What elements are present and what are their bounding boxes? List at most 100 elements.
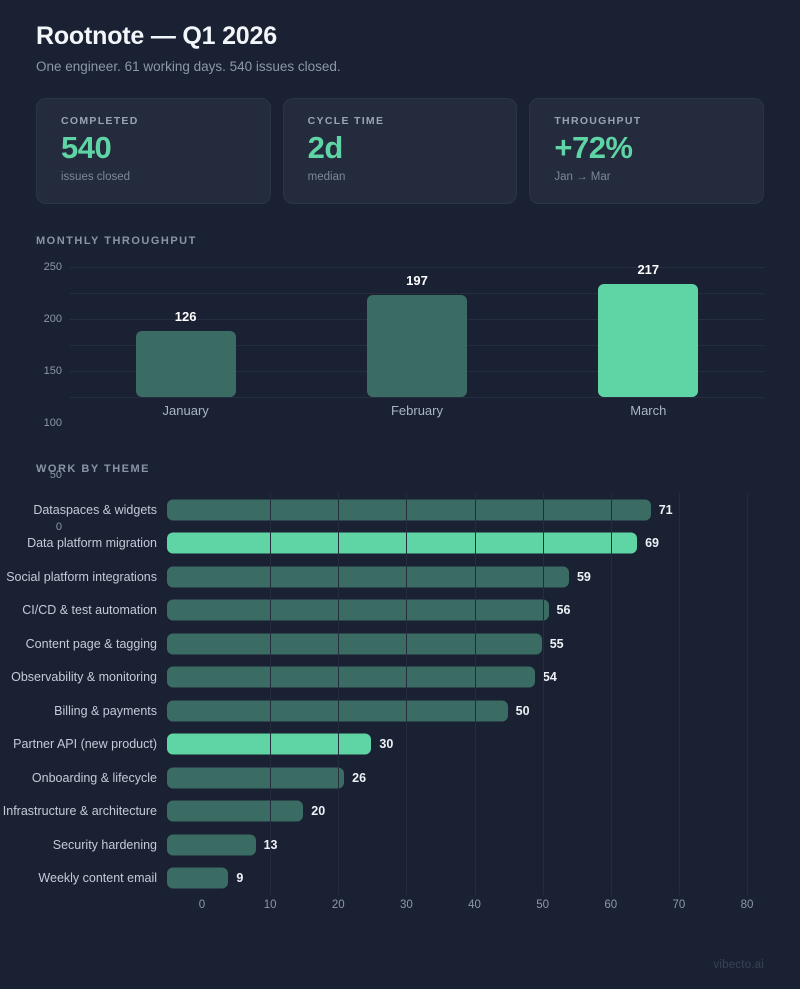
gridline xyxy=(406,493,408,895)
bar[interactable]: 217 xyxy=(598,262,699,397)
bar-column[interactable]: 197 xyxy=(301,267,532,397)
gridline xyxy=(270,493,272,895)
theme-row[interactable]: CI/CD & test automation 56 xyxy=(22,594,764,628)
monthly-plot-area: 0 50 100 150 200 250 126 197 217 xyxy=(44,261,764,533)
bar-track: 56 xyxy=(167,594,764,628)
y-axis-tick: 150 xyxy=(43,365,62,377)
gridline: 200 xyxy=(44,293,764,325)
bar-track: 50 xyxy=(167,694,764,728)
bar-value-label: 197 xyxy=(406,272,428,288)
stat-card-label: CYCLE TIME xyxy=(307,115,385,127)
theme-row[interactable]: Social platform integrations 59 xyxy=(6,560,764,594)
bar-track: 55 xyxy=(167,627,764,661)
bar-value-label: 50 xyxy=(515,703,530,718)
theme-row[interactable]: Weekly content email 9 xyxy=(36,862,764,896)
bar-value-label: 126 xyxy=(174,309,197,325)
theme-label: Security hardening xyxy=(52,837,157,852)
bar[interactable] xyxy=(167,499,651,521)
theme-label: Data platform migration xyxy=(27,536,157,551)
theme-label: Infrastructure & architecture xyxy=(2,804,157,819)
stat-card: COMPLETED 540 issues closed xyxy=(36,98,271,204)
bar-value-label: 30 xyxy=(379,737,394,752)
y-axis-tick: 50 xyxy=(49,469,62,481)
theme-label: Billing & payments xyxy=(54,703,157,718)
monthly-bars: 126 197 217 xyxy=(70,262,764,397)
bar-track: 20 xyxy=(167,795,764,829)
bar-value-label: 26 xyxy=(352,770,367,785)
gridline xyxy=(747,493,748,895)
y-axis-tick: 200 xyxy=(43,313,62,325)
bar[interactable] xyxy=(167,733,372,755)
theme-label: Observability & monitoring xyxy=(11,670,157,685)
bar[interactable]: 126 xyxy=(135,309,236,397)
bar-column[interactable]: 126 xyxy=(70,267,301,397)
theme-label: Social platform integrations xyxy=(6,569,157,584)
theme-row[interactable]: Infrastructure & architecture 20 xyxy=(3,795,764,829)
gridline xyxy=(542,493,544,895)
bar[interactable] xyxy=(167,834,256,856)
theme-label: Onboarding & lifecycle xyxy=(31,770,157,785)
x-axis-tick: 30 xyxy=(399,899,413,911)
y-axis-tick: 0 xyxy=(55,521,62,533)
stat-card: THROUGHPUT +72% Jan → Mar xyxy=(529,98,765,204)
x-axis-category-label: February xyxy=(390,403,443,418)
bar-track: 13 xyxy=(167,828,764,862)
gridline xyxy=(338,493,340,895)
bar-value-label: 9 xyxy=(236,871,244,886)
gridline xyxy=(474,493,476,895)
bar[interactable]: 197 xyxy=(366,273,467,397)
bar-value-label: 59 xyxy=(576,569,591,584)
stat-card-sublabel: median xyxy=(307,170,346,183)
bar-track: 71 xyxy=(167,493,764,527)
theme-rows: Dataspaces & widgets 71 Data platform migr… xyxy=(3,493,764,896)
bar-value-label: 54 xyxy=(542,670,557,685)
stat-card-value: +72% xyxy=(554,130,633,165)
bar-value-label: 69 xyxy=(645,536,659,551)
work-by-theme-chart: Dataspaces & widgets 71 Data platform migr… xyxy=(3,493,764,913)
x-axis-tick: 60 xyxy=(604,899,618,911)
bar[interactable] xyxy=(167,566,569,588)
theme-row[interactable]: Partner API (new product) 30 xyxy=(13,728,764,762)
x-axis-category-label: January xyxy=(162,403,209,418)
theme-row[interactable]: Dataspaces & widgets 71 xyxy=(33,493,764,527)
bar[interactable] xyxy=(167,532,638,554)
page-subtitle: One engineer. 61 working days. 540 issue… xyxy=(36,59,341,74)
theme-label: CI/CD & test automation xyxy=(22,603,157,618)
bar-column[interactable]: 217 xyxy=(533,262,764,397)
bar[interactable] xyxy=(167,700,508,722)
theme-label: Dataspaces & widgets xyxy=(33,502,157,517)
theme-row[interactable]: Observability & monitoring 54 xyxy=(11,661,764,695)
bar-track: 30 xyxy=(167,728,764,762)
bar-track: 54 xyxy=(167,661,764,695)
stat-card-row: COMPLETED 540 issues closed CYCLE TIME 2d med… xyxy=(36,98,765,204)
bar-value-label: 71 xyxy=(658,502,673,517)
bar-value-label: 217 xyxy=(637,262,660,278)
bar[interactable] xyxy=(167,800,304,822)
bar[interactable] xyxy=(167,599,549,621)
stat-card-value: 2d xyxy=(307,130,344,165)
stat-card-sublabel: Jan → Mar xyxy=(554,170,611,183)
bar[interactable] xyxy=(167,867,229,889)
stat-card-value: 540 xyxy=(61,130,112,165)
theme-row[interactable]: Billing & payments 50 xyxy=(36,694,764,728)
theme-label: Weekly content email xyxy=(38,871,157,886)
bar[interactable] xyxy=(167,767,345,789)
section-heading-work-by-theme: WORK BY THEME xyxy=(36,463,151,475)
stat-card: CYCLE TIME 2d median xyxy=(282,98,518,204)
stat-card-sublabel: issues closed xyxy=(61,170,131,183)
watermark: vibecto.ai xyxy=(713,959,764,971)
theme-row[interactable]: Security hardening 13 xyxy=(36,828,764,862)
bar-track: 59 xyxy=(167,560,764,594)
theme-x-axis: 0 10 20 30 40 50 60 70 80 xyxy=(36,895,764,917)
y-axis-tick: 250 xyxy=(43,261,62,273)
x-axis-tick: 0 xyxy=(198,899,206,911)
bar[interactable] xyxy=(167,633,542,655)
stat-card-label: THROUGHPUT xyxy=(554,115,642,127)
theme-row[interactable]: Onboarding & lifecycle 26 xyxy=(32,761,764,795)
bar[interactable] xyxy=(167,666,535,688)
theme-row[interactable]: Content page & tagging 55 xyxy=(26,627,764,661)
theme-row[interactable]: Data platform migration 69 xyxy=(27,527,764,561)
x-axis-tick: 40 xyxy=(468,899,481,911)
bar-track: 26 xyxy=(167,761,764,795)
